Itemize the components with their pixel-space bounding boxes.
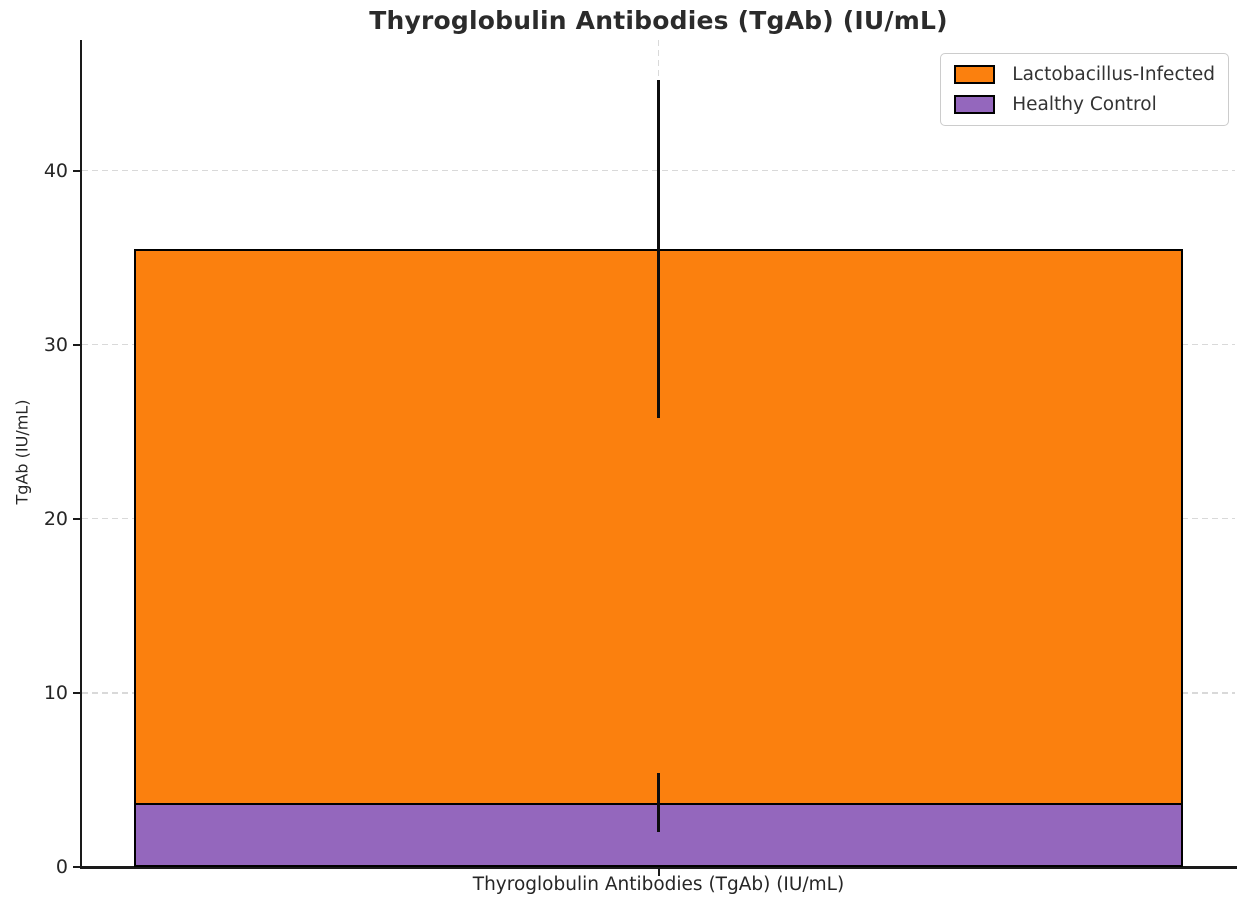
legend-label: Healthy Control [1012,94,1157,115]
error-bar-lactobacillus-infected [657,80,660,418]
plot-area [82,40,1235,867]
legend: Lactobacillus-Infected Healthy Control [940,53,1229,126]
y-tick-label-30: 30 [43,333,68,356]
y-tick-label-0: 0 [55,856,68,878]
legend-swatch-orange-icon [954,65,996,84]
legend-label: Lactobacillus-Infected [1012,64,1215,85]
legend-swatch-purple-icon [954,95,996,114]
y-tick-label-40: 40 [43,159,68,182]
y-axis-label: TgAb (IU/mL) [12,399,32,505]
error-bar-healthy-control [657,772,660,833]
x-tick-mark [657,868,660,876]
y-axis-spine [80,40,82,869]
y-tick-mark-20 [73,517,81,520]
y-tick-label-20: 20 [43,507,68,530]
y-tick-mark-10 [73,691,81,694]
x-tick-label: Thyroglobulin Antibodies (TgAb) (IU/mL) [472,874,845,895]
bar-lactobacillus-infected [134,248,1183,867]
y-tick-mark-0 [73,866,81,868]
legend-item-lactobacillus-infected: Lactobacillus-Infected [954,64,1215,85]
y-tick-label-10: 10 [43,681,68,704]
y-tick-mark-30 [73,343,81,346]
chart-title: Thyroglobulin Antibodies (TgAb) (IU/mL) [369,6,948,35]
legend-item-healthy-control: Healthy Control [954,94,1215,115]
x-axis-spine [80,866,1237,869]
y-tick-mark-40 [73,169,81,172]
